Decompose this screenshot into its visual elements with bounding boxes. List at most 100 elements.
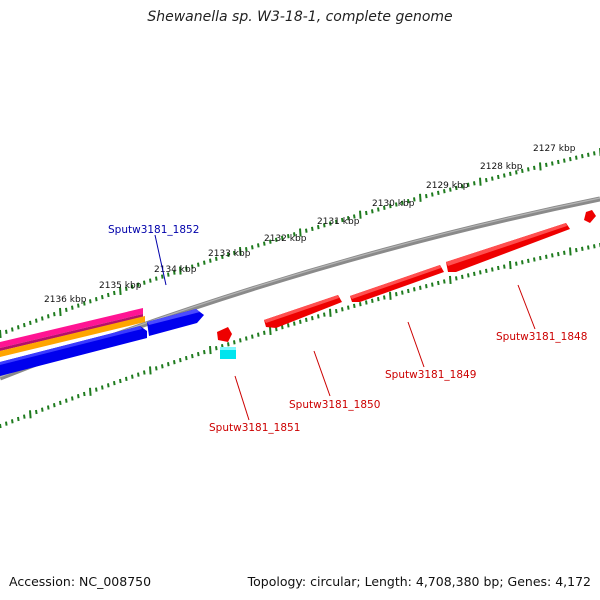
outer-ring-minor-tick: [569, 156, 572, 162]
outer-ring-minor-tick: [323, 223, 326, 228]
outer-ring-minor-tick: [473, 181, 476, 186]
inner-ring-minor-tick: [161, 364, 164, 369]
outer-ring-minor-tick: [113, 290, 116, 296]
outer-ring-minor-tick: [5, 329, 8, 334]
outer-ring-minor-tick: [47, 314, 50, 319]
inner-ring-minor-tick: [167, 362, 170, 367]
scale-labels: 2127 kbp 2128 kbp 2129 kbp 2130 kbp 2131 kbp…: [44, 144, 576, 305]
scale-label-2135-kbp: 2135 kbp: [99, 281, 142, 291]
inner-ring-minor-tick: [473, 271, 476, 277]
inner-ring-minor-tick: [35, 409, 38, 415]
inner-ring-minor-tick: [539, 255, 542, 261]
outer-ring-minor-tick: [269, 239, 272, 244]
outer-ring-minor-tick: [557, 159, 560, 165]
outer-ring-major-tick: [359, 210, 362, 219]
inner-ring-minor-tick: [77, 394, 80, 399]
inner-ring-minor-tick: [305, 317, 308, 323]
inner-ring-minor-tick: [377, 296, 380, 302]
gene-arrow-sputw3181-1852: [147, 309, 204, 336]
gene-arrow-small-right: [584, 210, 596, 223]
gene-arrow-sputw3181-1849-shade: [350, 265, 441, 299]
outer-ring-minor-tick: [185, 266, 188, 271]
gene-label-sputw3181-1850: Sputw3181_1850: [289, 399, 380, 411]
outer-ring-minor-tick: [383, 205, 386, 210]
inner-ring-minor-tick: [359, 302, 362, 307]
inner-ring-minor-tick: [203, 349, 206, 355]
inner-ring-minor-tick: [311, 316, 314, 321]
inner-ring-major-tick: [449, 275, 452, 284]
inner-ring-major-tick: [389, 291, 392, 300]
inner-ring-minor-tick: [281, 325, 284, 330]
outer-ring-minor-tick: [527, 167, 530, 172]
outer-ring-major-tick: [419, 193, 422, 202]
outer-ring-major-tick: [539, 162, 542, 171]
scale-label-2131-kbp: 2131 kbp: [317, 217, 360, 227]
scale-label-2127-kbp: 2127 kbp: [533, 144, 576, 154]
outer-ring-minor-tick: [413, 197, 416, 202]
outer-ring-minor-tick: [17, 325, 20, 330]
outer-ring-minor-tick: [71, 305, 74, 310]
inner-ring-minor-tick: [287, 323, 290, 328]
outer-ring-minor-tick: [467, 182, 470, 187]
outer-ring-minor-tick: [95, 297, 98, 302]
inner-ring-minor-tick: [299, 319, 302, 324]
leader-line-sputw3181-1849: [407, 321, 425, 368]
inner-ring-minor-tick: [59, 400, 62, 406]
outer-ring-minor-tick: [125, 286, 128, 291]
inner-ring-minor-tick: [431, 282, 434, 287]
inner-ring-minor-tick: [551, 253, 554, 258]
scale-label-2132-kbp: 2132 kbp: [264, 234, 307, 244]
inner-ring-minor-tick: [413, 287, 416, 292]
outer-ring-minor-tick: [161, 274, 164, 279]
gene-label-sputw3181-1851: Sputw3181_1851: [209, 422, 300, 434]
outer-ring-minor-tick: [581, 154, 584, 159]
gene-arrow-sputw3181-1850-shade: [264, 295, 339, 323]
outer-ring-minor-tick: [455, 185, 458, 191]
inner-ring-minor-tick: [179, 357, 182, 363]
leader-line-sputw3181-1850: [313, 350, 331, 397]
inner-ring-minor-tick: [497, 265, 500, 271]
scale-label-2136-kbp: 2136 kbp: [44, 295, 87, 305]
outer-ring-minor-tick: [263, 241, 266, 246]
outer-ring-minor-tick: [227, 252, 230, 258]
outer-ring-minor-tick: [203, 260, 206, 265]
inner-ring-minor-tick: [215, 346, 218, 351]
outer-ring-minor-tick: [65, 307, 68, 313]
outer-ring-minor-tick: [347, 216, 350, 221]
outer-ring-minor-tick: [371, 209, 374, 214]
outer-ring-minor-tick: [503, 173, 506, 178]
scale-label-2130-kbp: 2130 kbp: [372, 199, 415, 209]
outer-ring-minor-tick: [11, 327, 14, 332]
inner-ring-major-tick: [509, 261, 512, 270]
outer-ring-minor-tick: [461, 184, 464, 189]
outer-ring-minor-tick: [443, 189, 446, 194]
outer-ring-major-tick: [0, 329, 2, 339]
outer-ring-minor-tick: [593, 151, 596, 156]
outer-ring-minor-tick: [551, 161, 554, 166]
outer-ring-minor-tick: [155, 276, 158, 281]
inner-ring-minor-tick: [137, 372, 140, 377]
outer-ring-minor-tick: [407, 198, 410, 204]
outer-ring-minor-tick: [563, 158, 566, 163]
magenta-feature-band-dark: [0, 314, 143, 351]
outer-ring-minor-tick: [23, 322, 26, 328]
outer-ring-minor-tick: [395, 202, 398, 207]
outer-ring-minor-tick: [521, 168, 524, 174]
inner-ring-minor-tick: [485, 268, 488, 274]
inner-ring-major-tick: [569, 247, 572, 256]
inner-ring-minor-tick: [257, 332, 260, 337]
outer-ring-minor-tick: [275, 237, 278, 242]
outer-ring-minor-tick: [245, 247, 248, 252]
inner-ring-minor-tick: [245, 336, 248, 341]
inner-ring-minor-tick: [353, 303, 356, 309]
inner-ring-minor-tick: [563, 250, 566, 255]
scale-label-2133-kbp: 2133 kbp: [208, 249, 251, 259]
inner-ring-minor-tick: [0, 423, 2, 429]
gene-arrow-blue-left-shade: [0, 326, 142, 365]
leader-line-sputw3181-1848: [517, 284, 536, 330]
cyan-feature-shade: [220, 347, 236, 350]
inner-ring-minor-tick: [239, 338, 242, 343]
outer-ring-minor-tick: [281, 235, 284, 241]
inner-ring-minor-tick: [191, 353, 194, 359]
